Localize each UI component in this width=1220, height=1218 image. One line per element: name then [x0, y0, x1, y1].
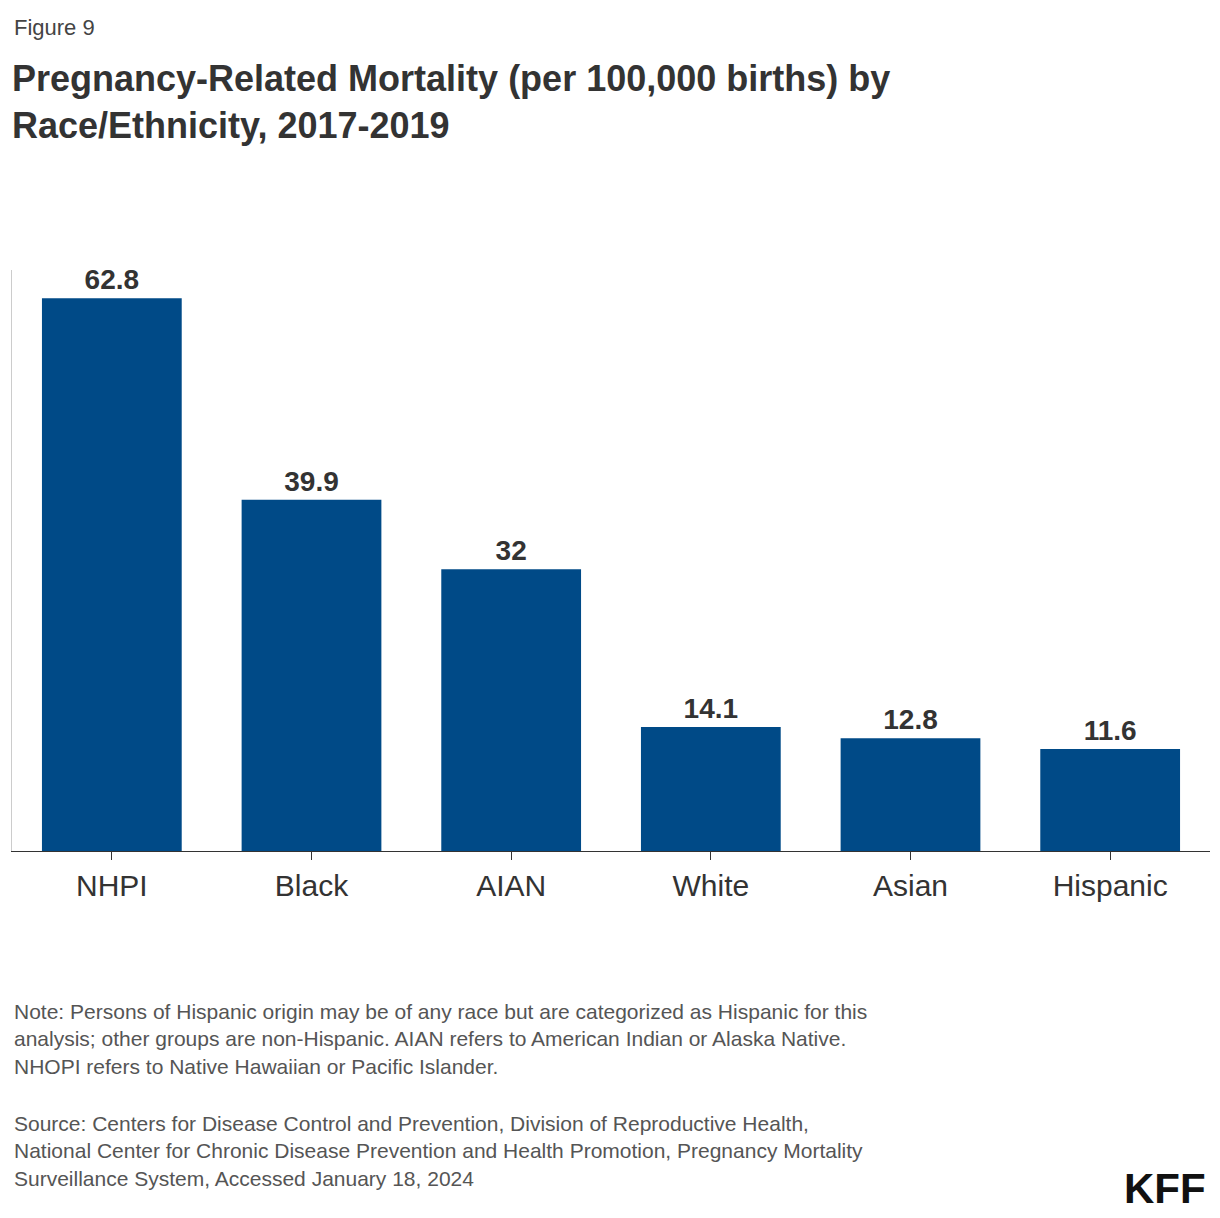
svg-text:14.1: 14.1: [684, 693, 739, 724]
svg-text:NHPI: NHPI: [76, 869, 148, 902]
svg-text:Asian: Asian: [873, 869, 948, 902]
svg-text:62.8: 62.8: [85, 264, 139, 295]
svg-text:KFF: KFF: [1124, 1165, 1206, 1212]
svg-text:Pregnancy-Related Mortality (p: Pregnancy-Related Mortality (per 100,000…: [12, 58, 890, 146]
svg-text:Source: Centers for Disease Co: Source: Centers for Disease Control and …: [14, 1112, 863, 1190]
svg-text:AIAN: AIAN: [476, 869, 546, 902]
svg-text:32: 32: [496, 535, 527, 566]
svg-text:Hispanic: Hispanic: [1053, 869, 1168, 902]
svg-text:Note: Persons of Hispanic orig: Note: Persons of Hispanic origin may be …: [14, 1000, 867, 1078]
svg-text:12.8: 12.8: [883, 704, 938, 735]
svg-text:Figure 9: Figure 9: [14, 15, 95, 40]
svg-text:Black: Black: [275, 869, 349, 902]
svg-text:White: White: [672, 869, 749, 902]
svg-text:11.6: 11.6: [1084, 715, 1137, 746]
svg-text:39.9: 39.9: [284, 466, 339, 497]
